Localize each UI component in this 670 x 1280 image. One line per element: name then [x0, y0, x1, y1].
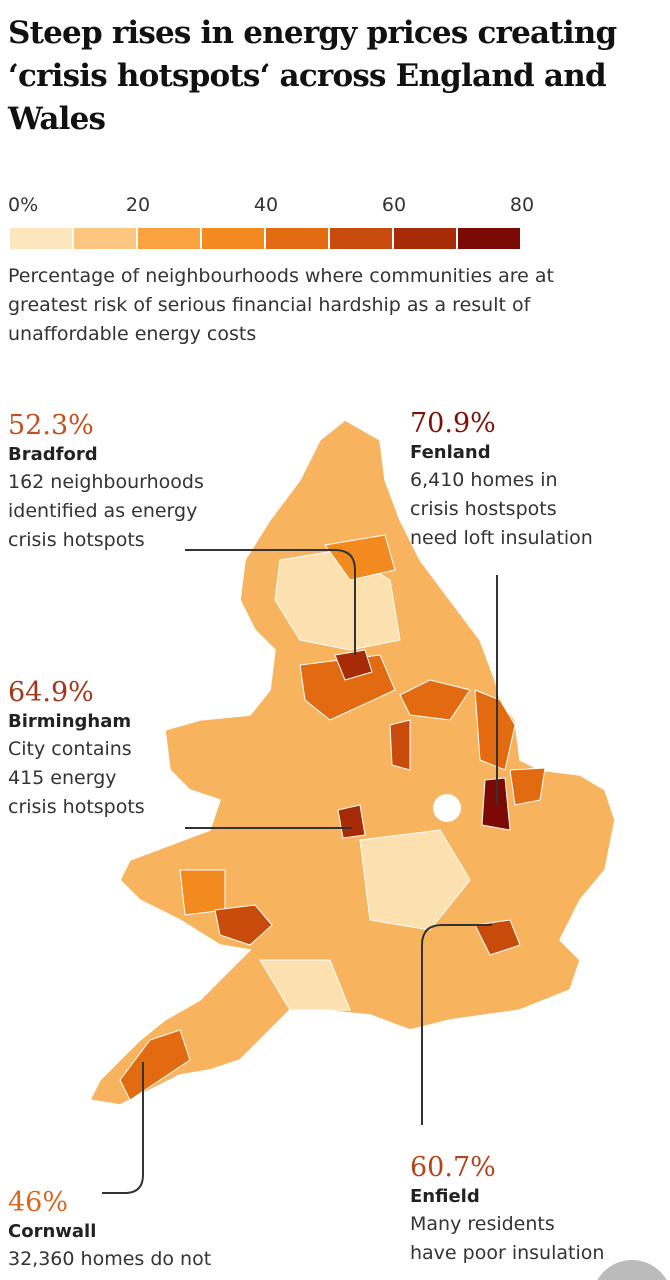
annotation-value: 52.3% [8, 410, 94, 441]
region-dark [389, 719, 411, 771]
legend-label: 20 [125, 194, 151, 216]
legend-label: 80 [509, 194, 535, 216]
legend-label: 60 [381, 194, 407, 216]
legend-swatch [394, 228, 456, 249]
annotation-text: have poor insulation [410, 1242, 605, 1264]
annotation: 64.9% Birmingham City contains 415 energy cr… [8, 677, 248, 822]
annotation-text: need loft insulation [410, 527, 593, 549]
legend-swatch [202, 228, 264, 249]
annotation-text: 6,410 homes in [410, 469, 558, 491]
england-wales-map [88, 419, 616, 1106]
annotation-text: identified as energy [8, 500, 198, 522]
ui-button[interactable] [592, 1260, 670, 1280]
annotation-text: crisis hotspots [8, 796, 145, 818]
legend-label: 40 [253, 194, 279, 216]
leader-line [102, 1062, 144, 1194]
legend-label: 0% [8, 194, 39, 216]
region-dark [474, 919, 521, 956]
region-dark [214, 904, 273, 946]
legend-swatches [10, 228, 520, 249]
annotation-value: 70.9% [410, 408, 496, 439]
leader-lines [102, 549, 498, 1194]
annotation-text: 32,360 homes do not [8, 1248, 212, 1270]
annotation-text: Many residents [410, 1213, 555, 1235]
legend-swatch [74, 228, 136, 249]
annotation-text: 415 energy [8, 767, 117, 789]
legend-swatch [10, 228, 72, 249]
region-light [359, 829, 471, 931]
leader-line [421, 924, 492, 1125]
title: Steep rises in energy prices creating ‘c… [8, 15, 617, 137]
legend-swatch [458, 228, 520, 249]
region-mid [119, 1029, 191, 1101]
region-mid [324, 534, 396, 581]
legend-swatch [138, 228, 200, 249]
annotation: 52.3% Bradford 162 neighbourhoods identifie… [8, 410, 248, 555]
annotation-place: Fenland [410, 442, 491, 463]
annotation: 60.7% Enfield Many residents have poor insu… [410, 1152, 650, 1268]
region-dark [337, 804, 366, 839]
annotation-place: Enfield [410, 1186, 480, 1207]
annotation-text: City contains [8, 738, 132, 760]
annotation-value: 64.9% [8, 677, 94, 708]
annotation-value: 46% [8, 1187, 69, 1218]
annotation-text: crisis hotspots [8, 529, 145, 551]
legend-swatch [330, 228, 392, 249]
annotation-place: Birmingham [8, 711, 132, 732]
region-mid [474, 689, 516, 771]
region-light [259, 959, 351, 1011]
region-mid [509, 767, 546, 806]
leader-line [185, 549, 356, 655]
annotation: 70.9% Fenland 6,410 homes in crisis hostspo… [410, 408, 650, 553]
annotation-text: 162 neighbourhoods [8, 471, 204, 493]
region-mid [179, 869, 226, 916]
annotation-value: 60.7% [410, 1152, 496, 1183]
legend-description: Percentage of neighbourhoods where commu… [8, 265, 554, 345]
legend-swatch [266, 228, 328, 249]
annotation-place: Bradford [8, 444, 98, 465]
annotation-place: Cornwall [8, 1221, 97, 1242]
annotation: 46% Cornwall 32,360 homes do not [8, 1187, 248, 1274]
region-mid [399, 679, 471, 721]
region-white [433, 794, 461, 822]
annotation-text: crisis hostspots [410, 498, 557, 520]
